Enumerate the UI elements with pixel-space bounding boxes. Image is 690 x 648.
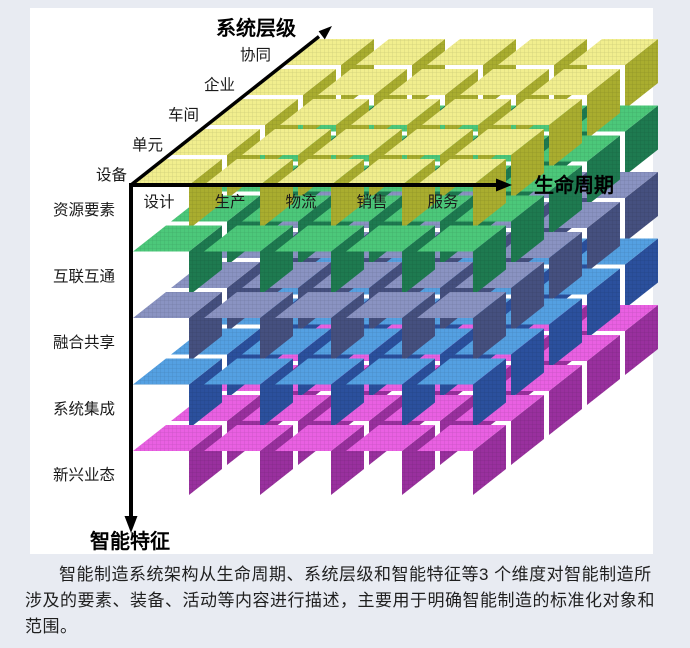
- axis-title-system-level: 系统层级: [216, 16, 296, 40]
- life-cycle-item-2: 物流: [285, 193, 316, 211]
- system-level-item-4: 协同: [240, 46, 271, 64]
- feature-item-4: 新兴业态: [53, 466, 115, 484]
- system-level-item-0: 设备: [96, 166, 128, 184]
- feature-item-2: 融合共享: [53, 334, 115, 352]
- system-level-item-1: 单元: [132, 136, 163, 154]
- axis-title-intelligent-features: 智能特征: [90, 529, 170, 553]
- caption-text: 智能制造系统架构从生命周期、系统层级和智能特征等3 个维度对智能制造所涉及的要素…: [25, 565, 655, 636]
- life-cycle-item-0: 设计: [143, 193, 174, 211]
- cube-cells: [133, 39, 658, 495]
- life-cycle-item-3: 销售: [356, 193, 387, 211]
- caption-block: 智能制造系统架构从生命周期、系统层级和智能特征等3 个维度对智能制造所涉及的要素…: [25, 562, 663, 640]
- feature-item-0: 资源要素: [53, 201, 115, 219]
- axes: [124, 26, 512, 533]
- axis-title-life-cycle: 生命周期: [534, 173, 614, 197]
- feature-item-1: 互联互通: [53, 267, 116, 285]
- system-level-item-3: 企业: [204, 76, 235, 94]
- feature-item-3: 系统集成: [53, 400, 115, 418]
- life-cycle-item-1: 生产: [214, 193, 245, 211]
- system-level-item-2: 车间: [168, 106, 199, 124]
- life-cycle-item-4: 服务: [427, 193, 458, 211]
